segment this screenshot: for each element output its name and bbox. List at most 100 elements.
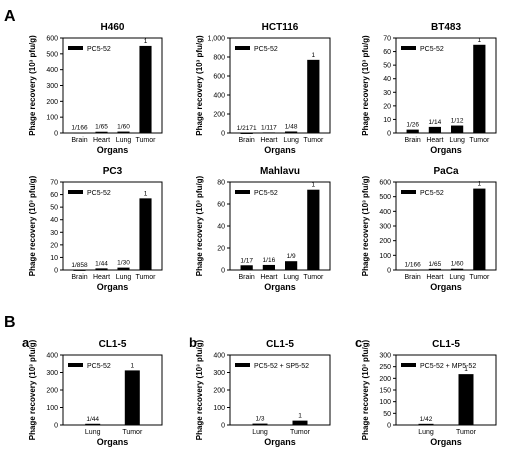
x-tick-label: Tumor xyxy=(469,137,490,144)
legend-swatch xyxy=(235,363,250,367)
data-label: 1/44 xyxy=(86,416,99,423)
legend-label: PC5-52 xyxy=(254,190,278,197)
y-tick-label: 30 xyxy=(50,230,58,237)
chart-9: CL1-5 c 0 50 100 150 200 250 300 Phage recovery (… xyxy=(355,335,497,447)
data-label: 1 xyxy=(144,38,148,45)
y-tick-label: 60 xyxy=(50,192,58,199)
y-tick-label: 100 xyxy=(46,115,58,122)
x-tick-label: Brain xyxy=(238,137,254,144)
panel-label-b: B xyxy=(4,314,16,331)
y-tick-label: 50 xyxy=(50,205,58,212)
y-tick-label: 20 xyxy=(383,103,391,110)
y-tick-label: 200 xyxy=(379,376,391,383)
bar-lung xyxy=(117,267,130,270)
y-tick-label: 60 xyxy=(217,202,225,209)
y-tick-label: 300 xyxy=(379,353,391,360)
bar-tumor xyxy=(124,370,140,425)
data-label: 1/26 xyxy=(406,122,419,129)
legend-swatch xyxy=(401,46,416,50)
y-tick-label: 200 xyxy=(379,238,391,245)
x-tick-label: Tumor xyxy=(303,274,324,281)
bar-tumor xyxy=(292,420,308,425)
x-tick-label: Lung xyxy=(418,429,434,436)
plot-frame xyxy=(229,37,331,134)
x-tick-label: Tumor xyxy=(303,137,324,144)
y-axis-label: Phage recovery (10³ pfu/g) xyxy=(195,35,204,136)
chart-5: Mahlavu 0 20 40 60 80 Phage recovery (10³ pfu/… xyxy=(195,166,331,292)
chart-7: CL1-5 a 0 100 200 300 400 Phage recovery (10³ p… xyxy=(22,335,163,447)
x-axis-label: Organs xyxy=(97,437,129,447)
y-tick-label: 200 xyxy=(46,388,58,395)
data-label: 1 xyxy=(298,413,302,420)
bar-tumor xyxy=(139,198,152,270)
bar-lung xyxy=(85,423,101,425)
bar-brain xyxy=(406,269,419,271)
bar-tumor xyxy=(307,59,320,133)
y-tick-label: 600 xyxy=(379,180,391,187)
data-label: 1/12 xyxy=(451,118,464,125)
legend-swatch xyxy=(68,190,83,194)
y-tick-label: 100 xyxy=(379,253,391,260)
bar-heart xyxy=(262,264,275,270)
x-tick-label: Brain xyxy=(238,274,254,281)
y-tick-label: 250 xyxy=(379,364,391,371)
x-tick-label: Lung xyxy=(116,274,132,281)
data-label: 1/9 xyxy=(287,253,296,260)
y-axis-label: Phage recovery (10³ pfu/g) xyxy=(361,339,370,440)
bar-brain xyxy=(406,129,419,133)
y-axis-label: Phage recovery (10³ pfu/g) xyxy=(28,339,37,440)
plot-frame xyxy=(395,37,497,134)
data-label: 1/60 xyxy=(451,261,464,268)
y-tick-label: 0 xyxy=(54,268,58,275)
bar-tumor xyxy=(458,374,474,425)
x-tick-label: Heart xyxy=(260,274,277,281)
x-axis-label: Organs xyxy=(97,282,129,292)
data-label: 1 xyxy=(478,37,482,44)
legend-swatch xyxy=(68,363,83,367)
x-tick-label: Tumor xyxy=(469,274,490,281)
y-tick-label: 0 xyxy=(54,131,58,138)
y-tick-label: 600 xyxy=(213,74,225,81)
legend-label: PC5-52 xyxy=(420,190,444,197)
data-label: 1/30 xyxy=(117,260,130,267)
y-tick-label: 50 xyxy=(383,63,391,70)
bar-heart xyxy=(262,132,275,134)
x-tick-label: Heart xyxy=(93,137,110,144)
data-label: 1 xyxy=(478,181,482,188)
bar-brain xyxy=(240,265,253,270)
legend-label: PC5-52 xyxy=(420,46,444,53)
y-tick-label: 20 xyxy=(50,242,58,249)
bar-heart xyxy=(428,126,441,133)
y-tick-label: 50 xyxy=(383,411,391,418)
bar-lung xyxy=(285,131,298,133)
x-tick-label: Heart xyxy=(260,137,277,144)
chart-8: CL1-5 b 0 100 200 300 400 Phage recovery (10³ p… xyxy=(189,335,331,447)
x-axis-label: Organs xyxy=(264,437,296,447)
y-tick-label: 0 xyxy=(387,423,391,430)
y-axis-label: Phage recovery (10³ pfu/g) xyxy=(361,175,370,276)
bar-lung xyxy=(451,125,464,133)
y-tick-label: 100 xyxy=(379,399,391,406)
legend-label: PC5-52 + MP5-52 xyxy=(420,363,476,370)
x-tick-label: Lung xyxy=(283,274,299,281)
data-label: 1 xyxy=(312,52,316,59)
data-label: 1/65 xyxy=(95,124,108,131)
data-label: 1/3 xyxy=(255,416,264,423)
bar-lung xyxy=(418,423,434,425)
x-tick-label: Brain xyxy=(71,137,87,144)
legend-swatch xyxy=(401,363,416,367)
chart-title: CL1-5 xyxy=(99,339,127,350)
data-label: 1 xyxy=(312,182,316,189)
y-axis-label: Phage recovery (10³ pfu/g) xyxy=(195,339,204,440)
y-tick-label: 800 xyxy=(213,55,225,62)
x-axis-label: Organs xyxy=(430,437,462,447)
bar-tumor xyxy=(473,44,486,133)
y-axis-label: Phage recovery (10³ pfu/g) xyxy=(28,35,37,136)
data-label: 1/17 xyxy=(240,257,253,264)
chart-4: PC3 0 10 20 30 40 50 60 70 Phage recovery (10³ pf… xyxy=(28,166,163,292)
chart-1: H460 0 100 200 300 400 500 600 Phage recovery (1… xyxy=(28,22,163,155)
y-tick-label: 0 xyxy=(221,423,225,430)
x-tick-label: Tumor xyxy=(122,429,143,436)
y-tick-label: 0 xyxy=(221,131,225,138)
